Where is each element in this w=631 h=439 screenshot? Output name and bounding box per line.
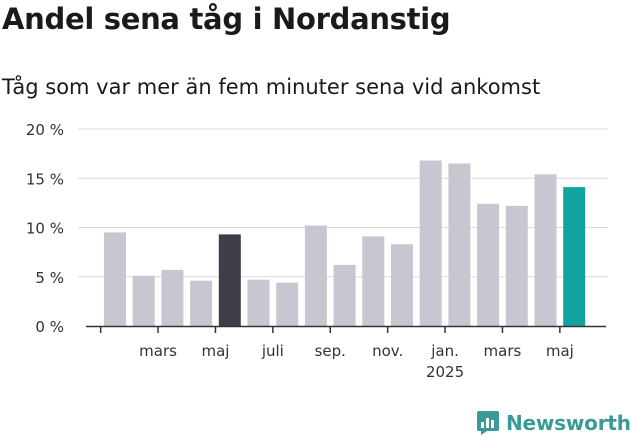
x-tick-label: nov. (372, 342, 403, 360)
bar (304, 225, 327, 326)
x-tick-label: jan. (430, 342, 459, 360)
y-tick-label: 20 % (26, 121, 64, 139)
bar (247, 279, 270, 326)
x-tick-label: maj (546, 342, 574, 360)
x-tick-label: maj (201, 342, 229, 360)
bar (563, 187, 586, 326)
x-tick-label: sep. (315, 342, 346, 360)
newsworthy-logo: Newsworthy (476, 407, 631, 439)
x-tick-label: mars (484, 342, 522, 360)
bar (419, 160, 442, 326)
y-tick-label: 10 % (26, 220, 64, 238)
x-tick-label: mars (139, 342, 177, 360)
x-tick-year-label: 2025 (426, 363, 464, 381)
newsworthy-logo-text: Newsworthy (506, 411, 631, 435)
bar (161, 269, 184, 326)
bar (276, 282, 299, 326)
bar (190, 280, 213, 326)
bar (477, 203, 500, 326)
bar (391, 244, 413, 326)
chart-subtitle: Tåg som var mer än fem minuter sena vid … (2, 75, 541, 99)
bar (362, 236, 385, 326)
bar (218, 234, 241, 326)
bar (534, 174, 557, 326)
bar (104, 232, 126, 326)
bar (505, 205, 528, 326)
y-tick-label: 15 % (26, 170, 64, 188)
chart-title: Andel sena tåg i Nordanstig (2, 2, 451, 36)
newsworthy-logo-icon (477, 411, 499, 435)
bar (448, 163, 471, 326)
bar (333, 264, 356, 326)
bar (132, 275, 155, 326)
y-tick-label: 0 % (35, 318, 64, 336)
x-tick-label: juli (261, 342, 284, 360)
y-tick-label: 5 % (35, 269, 64, 287)
